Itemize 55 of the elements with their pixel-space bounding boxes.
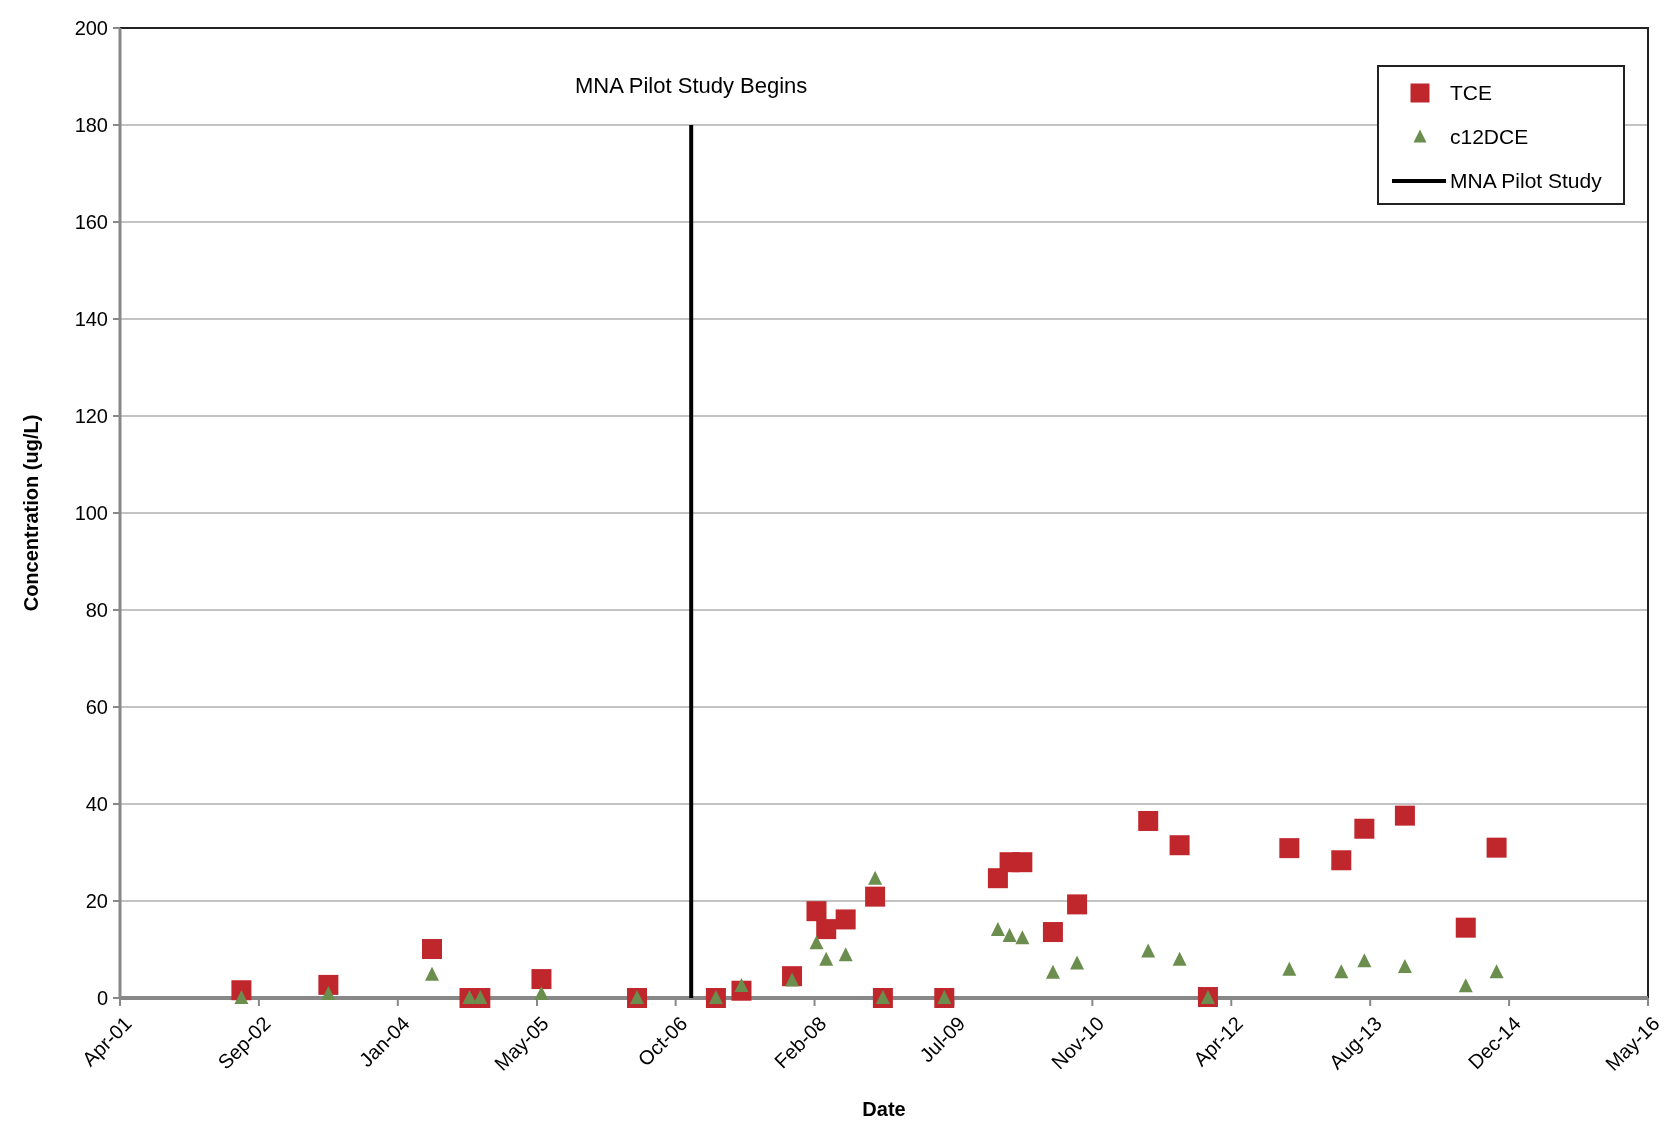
point: [809, 935, 824, 950]
point: [1486, 837, 1507, 858]
y-tick-label: 200: [74, 17, 108, 39]
y-tick-label: 160: [74, 211, 108, 233]
point: [1070, 955, 1085, 970]
point: [987, 868, 1008, 889]
point: [1002, 927, 1017, 942]
point: [534, 986, 549, 1001]
point: [421, 939, 442, 960]
point: [1357, 953, 1372, 968]
point: [1354, 818, 1375, 839]
point: [819, 951, 834, 966]
legend-label: MNA Pilot Study: [1450, 169, 1603, 193]
point: [1331, 850, 1352, 871]
legend-label: TCE: [1450, 81, 1492, 105]
point: [1138, 810, 1159, 831]
point: [838, 947, 853, 962]
point: [1455, 917, 1476, 938]
point: [1279, 838, 1300, 859]
point: [816, 919, 837, 940]
point: [531, 969, 552, 990]
point: [835, 909, 856, 930]
annotation: MNA Pilot Study Begins: [575, 73, 808, 98]
point: [1141, 943, 1156, 958]
point: [1394, 805, 1415, 826]
y-tick-label: 180: [74, 114, 108, 136]
y-tick-label: 0: [96, 987, 108, 1009]
y-tick-label: 80: [85, 599, 108, 621]
y-tick-label: 20: [85, 890, 108, 912]
y-tick-label: 100: [74, 502, 108, 524]
y-tick-label: 140: [74, 308, 108, 330]
point: [806, 901, 827, 922]
point: [1015, 930, 1030, 945]
y-axis-title: Concentration (ug/L): [20, 414, 42, 612]
legend-label: c12DCE: [1450, 125, 1529, 149]
point: [1282, 961, 1297, 976]
point: [1045, 964, 1060, 979]
y-tick-label: 40: [85, 793, 108, 815]
point: [1012, 852, 1033, 873]
point: [1067, 894, 1088, 915]
point: [990, 922, 1005, 937]
point: [1397, 958, 1412, 973]
x-axis-title: Date: [862, 1098, 906, 1120]
point: [868, 870, 883, 885]
y-tick-label: 120: [74, 405, 108, 427]
point: [865, 886, 886, 907]
point: [1042, 922, 1063, 943]
point: [1489, 964, 1504, 979]
point: [1169, 835, 1190, 856]
point: [1172, 951, 1187, 966]
point: [1458, 978, 1473, 993]
point: [424, 966, 439, 981]
point: [321, 986, 336, 1001]
point: [1334, 964, 1349, 979]
y-tick-label: 60: [85, 696, 108, 718]
